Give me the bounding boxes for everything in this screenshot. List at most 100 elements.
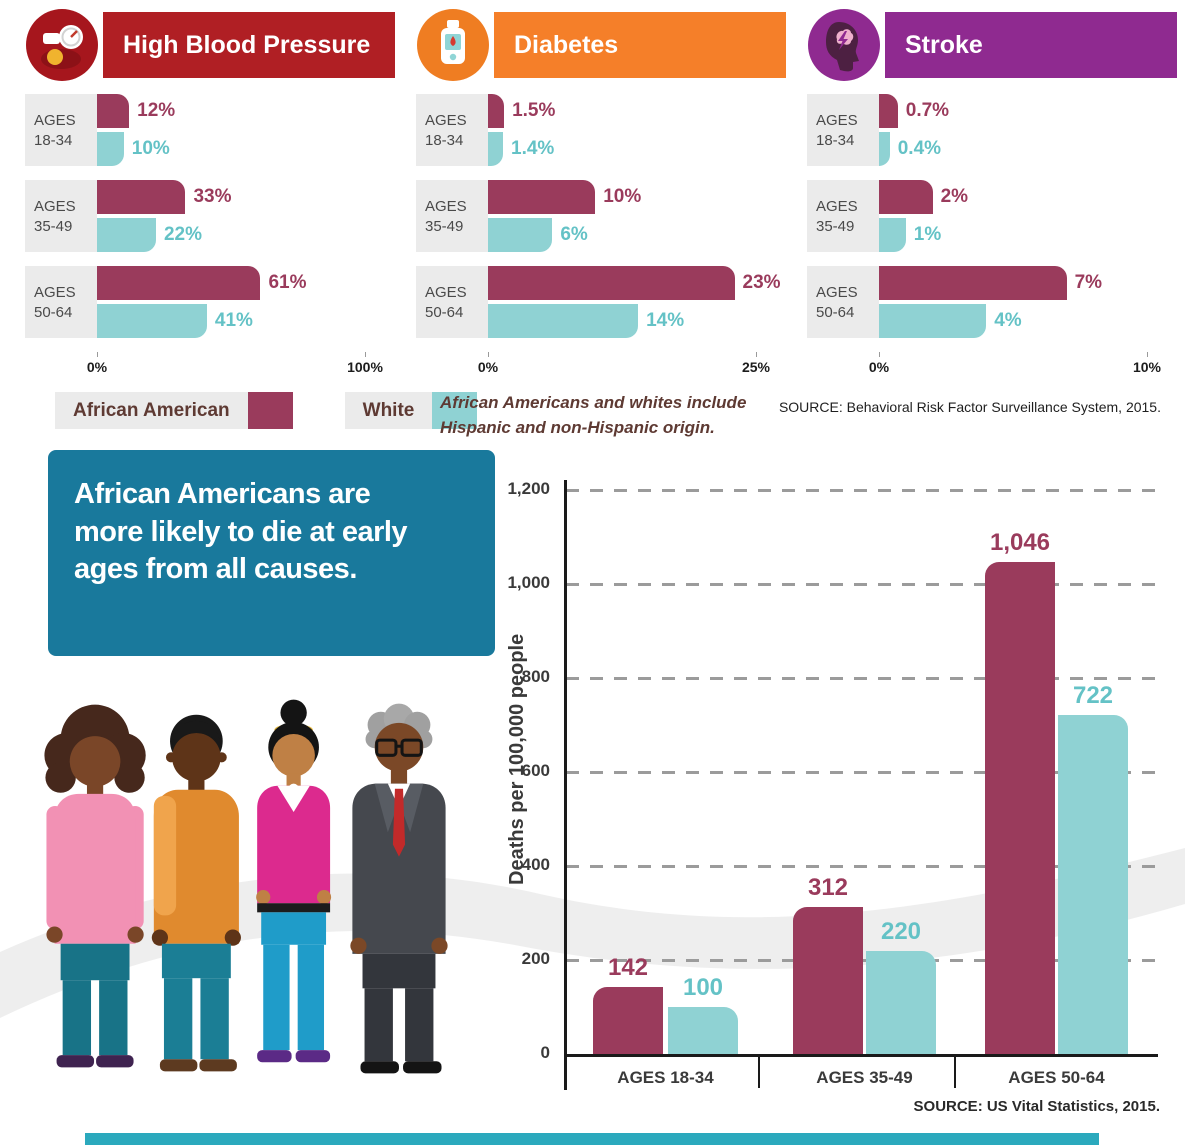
y-tick-label: 200 xyxy=(521,949,550,968)
age-label-line2: 50-64 xyxy=(34,303,73,321)
axis-tick-zero xyxy=(879,352,880,357)
y-tick-label: 1,000 xyxy=(507,573,550,592)
white-bar xyxy=(97,132,124,166)
y-tick-label: 800 xyxy=(521,667,550,686)
age-label: AGES 35-49 xyxy=(25,180,97,252)
age-label: AGES 18-34 xyxy=(807,94,879,166)
x-axis-line xyxy=(566,1054,1158,1057)
footnote-line2: Hispanic and non-Hispanic origin. xyxy=(440,417,715,437)
gridline xyxy=(566,676,1158,680)
footnote-line1: African Americans and whites include xyxy=(440,393,747,412)
african-american-bar xyxy=(879,94,898,128)
african-american-bar-row: 33% xyxy=(97,180,395,214)
gridline xyxy=(566,488,1158,492)
white-bar xyxy=(488,304,639,338)
x-axis-category: AGES 35-49 xyxy=(816,1068,913,1087)
age-label-line2: 18-34 xyxy=(816,131,855,149)
person-woman-2 xyxy=(256,699,332,1063)
panel-rows: AGES 18-34 0.7% 0.4% AGES 35-49 2% 1% AGES 50-64 7… xyxy=(807,94,1177,338)
person-woman-1 xyxy=(44,704,146,1068)
age-label-line2: 50-64 xyxy=(425,303,464,321)
person-man-1 xyxy=(151,714,241,1072)
y-tick-label: 1,200 xyxy=(507,479,550,498)
age-label-line1: AGES xyxy=(425,111,467,129)
african-american-bar xyxy=(488,180,596,214)
white-bar-value: 14% xyxy=(646,310,685,331)
gridline xyxy=(566,864,1158,868)
age-label-line2: 35-49 xyxy=(425,217,464,235)
bar-area: 1.5% 1.4% xyxy=(488,94,786,166)
african-american-bar-value: 2% xyxy=(940,186,969,207)
callout-line3: ages from all causes. xyxy=(74,553,357,586)
age-label-line1: AGES xyxy=(816,197,858,215)
axis-max-label: 100% xyxy=(347,359,383,375)
age-label-line1: AGES xyxy=(816,283,858,301)
white-bar xyxy=(668,1007,738,1054)
panel-rows: AGES 18-34 12% 10% AGES 35-49 33% 22% AGES 50-64 6… xyxy=(25,94,395,338)
african-american-bar xyxy=(97,94,130,128)
legend: African American White xyxy=(55,392,478,429)
african-american-bar-value: 61% xyxy=(268,272,307,293)
axis-tick-zero xyxy=(97,352,98,357)
bar-area: 10% 6% xyxy=(488,180,786,252)
age-group-row: AGES 50-64 23% 14% xyxy=(416,266,786,338)
age-group-row: AGES 18-34 12% 10% xyxy=(25,94,395,166)
white-bar-row: 6% xyxy=(488,218,786,252)
callout-box: African Americans are more likely to die… xyxy=(48,450,495,656)
age-group-row: AGES 35-49 33% 22% xyxy=(25,180,395,252)
age-group-row: AGES 50-64 7% 4% xyxy=(807,266,1177,338)
age-label-line1: AGES xyxy=(34,197,76,215)
african-american-bar-value: 10% xyxy=(603,186,642,207)
white-bar-value: 1.4% xyxy=(511,138,555,159)
african-american-bar xyxy=(97,180,186,214)
panel-x-axis: 0% 100% xyxy=(25,352,395,378)
legend-item-african-american: African American xyxy=(55,392,293,429)
age-label-line1: AGES xyxy=(425,283,467,301)
axis-max-label: 25% xyxy=(741,359,771,375)
axis-tick-zero xyxy=(488,352,489,357)
white-bar xyxy=(1058,714,1128,1054)
african-american-bar-value: 7% xyxy=(1074,272,1103,293)
axis-tick-max xyxy=(1147,352,1148,357)
axis-separator xyxy=(954,1054,956,1088)
african-american-bar-row: 0.7% xyxy=(879,94,1177,128)
african-american-bar-row: 23% xyxy=(488,266,786,300)
age-label-line2: 50-64 xyxy=(816,303,855,321)
legend-item-white: White xyxy=(344,392,478,429)
african-american-value: 1,046 xyxy=(989,529,1051,557)
african-american-bar xyxy=(488,266,735,300)
white-bar-row: 0.4% xyxy=(879,132,1177,166)
gridline xyxy=(566,582,1158,586)
disease-panels: High Blood Pressure AGES 18-34 12% 10% AGES 35… xyxy=(25,9,1177,378)
age-label: AGES 18-34 xyxy=(416,94,488,166)
age-group-row: AGES 50-64 61% 41% xyxy=(25,266,395,338)
age-label-line2: 35-49 xyxy=(34,217,73,235)
age-label-line2: 18-34 xyxy=(34,131,73,149)
x-axis-category: AGES 18-34 xyxy=(617,1068,714,1087)
footnote: African Americans and whites include His… xyxy=(440,391,746,440)
age-label-line1: AGES xyxy=(425,197,467,215)
african-american-bar-row: 10% xyxy=(488,180,786,214)
african-american-value: 142 xyxy=(607,954,649,982)
legend-swatch-white xyxy=(432,392,478,429)
axis-tick-max xyxy=(365,352,366,357)
white-bar xyxy=(488,218,553,252)
panel-title: Stroke xyxy=(885,12,1177,78)
age-label: AGES 50-64 xyxy=(25,266,97,338)
white-bar-row: 4% xyxy=(879,304,1177,338)
axis-min-label: 0% xyxy=(86,359,108,375)
axis-min-label: 0% xyxy=(868,359,890,375)
age-label-line2: 35-49 xyxy=(816,217,855,235)
legend-label-white: White xyxy=(344,392,433,429)
age-label-line1: AGES xyxy=(34,283,76,301)
x-axis-category: AGES 50-64 xyxy=(1008,1068,1105,1087)
age-label: AGES 35-49 xyxy=(807,180,879,252)
white-bar-value: 0.4% xyxy=(897,138,942,159)
african-american-bar-row: 2% xyxy=(879,180,1177,214)
high-blood-pressure-icon xyxy=(25,8,99,82)
bar-area: 23% 14% xyxy=(488,266,786,338)
callout-line1: African Americans are xyxy=(74,478,371,510)
y-tick-label: 400 xyxy=(521,855,550,874)
bottom-accent-strip xyxy=(85,1133,1099,1145)
